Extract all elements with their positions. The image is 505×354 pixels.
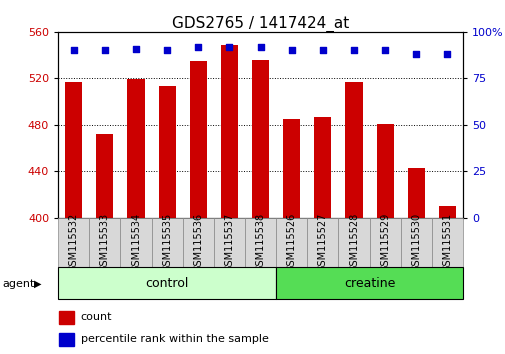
Point: [194, 44, 202, 50]
Text: count: count: [81, 312, 112, 322]
Text: GSM115526: GSM115526: [286, 213, 296, 272]
Bar: [438, 206, 455, 218]
Text: GSM115530: GSM115530: [411, 213, 421, 272]
Point: [349, 47, 358, 53]
Bar: [407, 168, 424, 218]
Point: [412, 51, 420, 57]
Bar: [251, 60, 269, 218]
Text: GSM115531: GSM115531: [441, 213, 451, 272]
FancyBboxPatch shape: [89, 218, 120, 267]
Text: percentile rank within the sample: percentile rank within the sample: [81, 335, 268, 344]
Bar: [59, 333, 74, 346]
Point: [100, 47, 109, 53]
FancyBboxPatch shape: [120, 218, 152, 267]
FancyBboxPatch shape: [58, 218, 89, 267]
Text: GSM115536: GSM115536: [193, 213, 203, 272]
Title: GDS2765 / 1417424_at: GDS2765 / 1417424_at: [172, 16, 348, 32]
Point: [256, 44, 264, 50]
Bar: [345, 82, 362, 218]
Point: [163, 47, 171, 53]
Text: GSM115532: GSM115532: [69, 213, 79, 272]
FancyBboxPatch shape: [307, 218, 338, 267]
FancyBboxPatch shape: [152, 218, 182, 267]
Point: [287, 47, 295, 53]
Bar: [59, 311, 74, 324]
Point: [132, 46, 140, 51]
Text: GSM115533: GSM115533: [99, 213, 110, 272]
Bar: [96, 134, 113, 218]
Point: [225, 44, 233, 50]
Point: [318, 47, 326, 53]
Text: GSM115537: GSM115537: [224, 213, 234, 272]
Point: [442, 51, 450, 57]
Bar: [283, 119, 299, 218]
Text: control: control: [145, 277, 188, 290]
FancyBboxPatch shape: [276, 267, 462, 299]
FancyBboxPatch shape: [58, 267, 276, 299]
Text: GSM115534: GSM115534: [131, 213, 141, 272]
Bar: [127, 80, 144, 218]
FancyBboxPatch shape: [400, 218, 431, 267]
FancyBboxPatch shape: [276, 218, 307, 267]
FancyBboxPatch shape: [369, 218, 400, 267]
FancyBboxPatch shape: [182, 218, 214, 267]
Text: GSM115528: GSM115528: [348, 213, 358, 272]
Bar: [158, 86, 175, 218]
Bar: [221, 45, 237, 218]
Text: GSM115538: GSM115538: [255, 213, 265, 272]
FancyBboxPatch shape: [338, 218, 369, 267]
Bar: [65, 82, 82, 218]
Text: GSM115529: GSM115529: [379, 213, 389, 272]
FancyBboxPatch shape: [244, 218, 276, 267]
Bar: [189, 61, 207, 218]
Bar: [314, 117, 331, 218]
Text: agent: agent: [3, 279, 35, 289]
FancyBboxPatch shape: [431, 218, 462, 267]
Text: GSM115535: GSM115535: [162, 213, 172, 272]
Point: [70, 47, 78, 53]
Bar: [376, 124, 393, 218]
Point: [380, 47, 388, 53]
Text: creatine: creatine: [343, 277, 394, 290]
Text: ▶: ▶: [34, 279, 42, 289]
FancyBboxPatch shape: [214, 218, 244, 267]
Text: GSM115527: GSM115527: [317, 213, 327, 272]
